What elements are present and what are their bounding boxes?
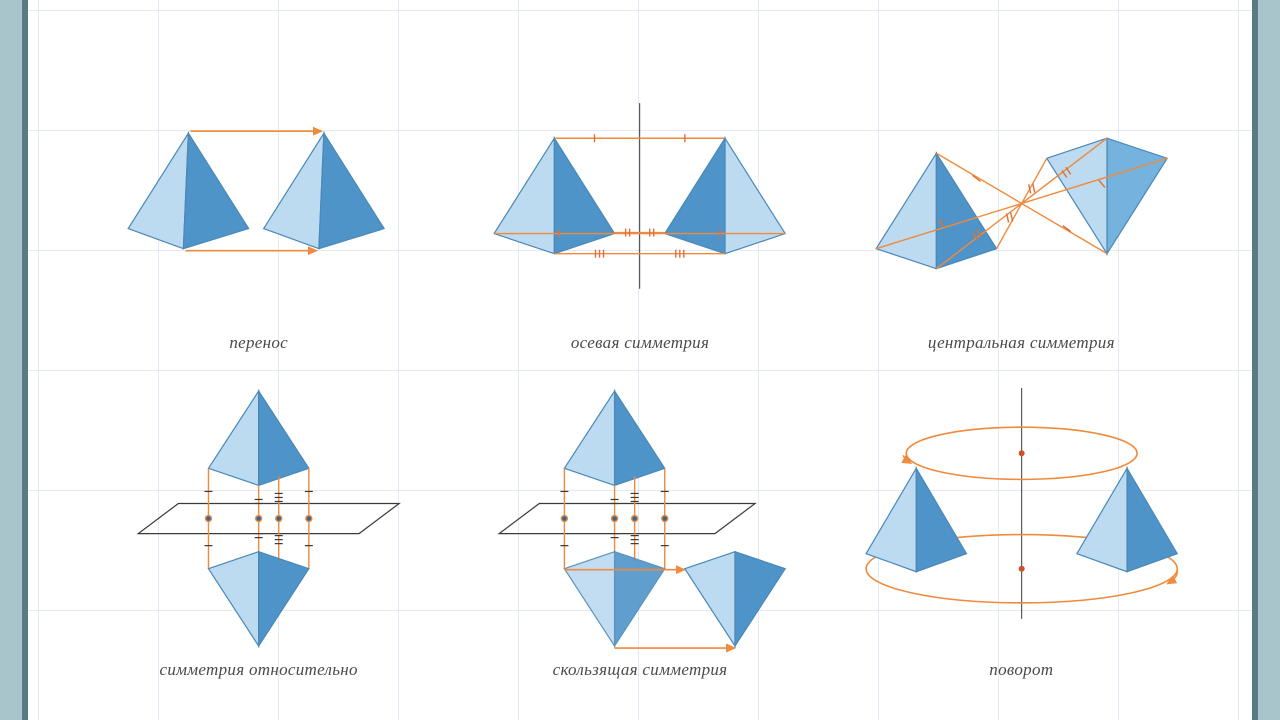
diagram-rotation xyxy=(841,373,1202,664)
caption-translation: перенос xyxy=(229,333,288,353)
diagram-axial xyxy=(459,60,820,337)
cell-plane-symmetry: симметрия относительно xyxy=(78,373,439,680)
pyramid-shifted xyxy=(685,552,785,646)
pyramid-left xyxy=(866,468,966,571)
pyramid-top xyxy=(208,391,308,485)
cell-rotation: поворот xyxy=(841,373,1202,680)
pyramid-left xyxy=(876,153,996,268)
caption-plane: симметрия относительно xyxy=(159,660,357,680)
content-area: перенос xyxy=(28,0,1252,720)
cell-central-symmetry: центральная симметрия xyxy=(841,60,1202,353)
caption-glide: скользящая симметрия xyxy=(553,660,728,680)
caption-axial: осевая симметрия xyxy=(571,333,709,353)
diagram-translation xyxy=(78,60,439,337)
caption-central: центральная симметрия xyxy=(928,333,1115,353)
diagram-glide xyxy=(459,373,820,664)
pyramid-right xyxy=(264,133,384,248)
pyramid-right xyxy=(1077,468,1177,571)
orbit-center-bot xyxy=(1018,566,1024,572)
orbit-center-top xyxy=(1018,450,1024,456)
pyramid-left xyxy=(128,133,248,248)
diagram-central xyxy=(841,60,1202,337)
pyramid-right xyxy=(665,138,785,253)
figure-grid: перенос xyxy=(28,0,1252,720)
cell-axial-symmetry: осевая симметрия xyxy=(459,60,820,353)
pyramid-bottom xyxy=(208,552,308,646)
caption-rotation: поворот xyxy=(989,660,1053,680)
frame-left xyxy=(0,0,22,720)
pyramid-right xyxy=(1046,138,1166,253)
plane xyxy=(499,503,755,533)
plane xyxy=(138,503,399,533)
pyramid-top xyxy=(565,391,665,485)
diagram-plane xyxy=(78,373,439,664)
pyramid-reflected xyxy=(565,552,665,646)
pyramid-left xyxy=(494,138,614,253)
cell-translation: перенос xyxy=(78,60,439,353)
cell-glide-symmetry: скользящая симметрия xyxy=(459,373,820,680)
frame-right xyxy=(1258,0,1280,720)
